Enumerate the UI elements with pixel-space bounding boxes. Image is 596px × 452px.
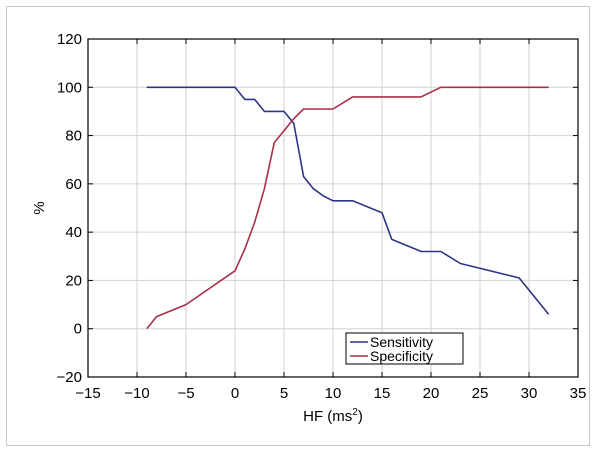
x-tick-label: −15 [75,385,100,402]
y-tick-label: −20 [57,369,82,386]
x-tick-label: 0 [231,385,239,402]
y-tick-label: 60 [65,176,82,193]
x-axis-title-suffix: ) [358,408,363,425]
grid [88,39,578,377]
x-axis-title-superscript: 2 [352,407,358,418]
x-tick-label: 20 [423,385,440,402]
y-axis-title: % [31,201,48,214]
legend-label-specificity: Specificity [370,348,433,364]
x-tick-label: 5 [280,385,288,402]
x-tick-label: 30 [521,385,538,402]
x-axis-title-text: HF (ms [303,408,352,425]
x-tick-label: 35 [570,385,587,402]
y-tick-label: 120 [57,31,82,48]
series-lines [146,86,550,330]
y-tick-label: 80 [65,128,82,145]
legend-label-sensitivity: Sensitivity [370,334,433,350]
series-line-sensitivity [146,86,550,315]
x-axis-title: HF (ms2) [303,407,363,425]
x-tick-label: −10 [124,385,149,402]
legend-box [345,332,464,365]
y-tick-label: 0 [74,321,82,338]
x-tick-label: −5 [177,385,194,402]
y-tick-label: 40 [65,224,82,241]
series-line-specificity [146,86,549,330]
x-tick-label: 10 [325,385,342,402]
x-tick-label: 15 [374,385,391,402]
y-tick-label: 20 [65,272,82,289]
axis-ticks: −15 −10 −5 0 5 10 15 20 25 30 35 −20 0 20 40 60 80 100 120 [57,31,587,402]
x-tick-label: 25 [472,385,489,402]
figure-frame [6,6,590,446]
y-tick-label: 100 [57,79,82,96]
